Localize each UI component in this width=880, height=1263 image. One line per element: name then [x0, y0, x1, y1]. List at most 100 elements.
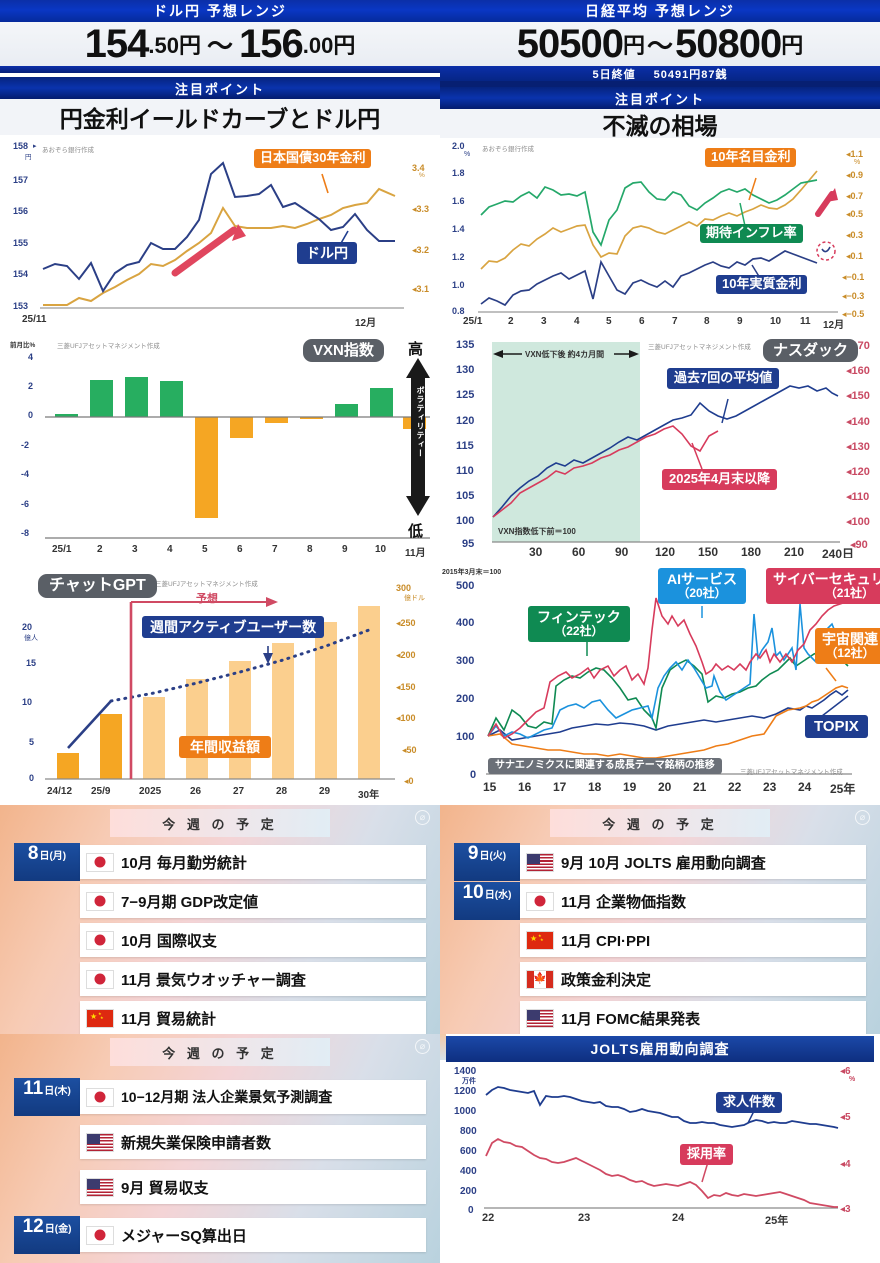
schedule-row[interactable]: 11 日(木) 10−12月期 法人企業景気予測調査: [14, 1078, 426, 1116]
left-range-banner-label: ドル円 予想レンジ: [153, 3, 287, 19]
chart5-source: 三菱UFJアセットマネジメント作成: [648, 344, 751, 351]
chart4-ytick-12: 1.2: [452, 252, 465, 262]
chart4-xtick-11: 12月: [823, 320, 845, 331]
right-range-banner: 日経平均 予想レンジ: [440, 0, 880, 22]
chart5-band-arrow: [493, 348, 639, 360]
chart4-xtick-8: 9: [737, 316, 743, 327]
schedule-row[interactable]: 11月 景気ウオッチャー調査: [14, 960, 426, 998]
chart3-xtick-6: 29: [319, 786, 331, 797]
chart3-y2tick-150: ◂150: [396, 682, 416, 692]
chart6-badge-cyber-count: （21社）: [824, 586, 875, 601]
jolts-ytick-200: 200: [460, 1186, 477, 1197]
chart4-ylabel: %: [464, 151, 471, 158]
chart5-plot: [492, 342, 840, 543]
nikkei-low-main: 50500: [516, 21, 624, 66]
chart6-badge-fintech-label: フィンテック: [537, 609, 621, 625]
chart6-badge-topix-label: TOPIX: [814, 718, 859, 735]
schedule-row-text: 新規失業保険申請者数: [121, 1134, 272, 1152]
schedule-row-body: 9月 貿易収支: [80, 1170, 426, 1204]
chart6-badge-cyber: サイバーセキュリティー （21社）: [766, 568, 880, 604]
chart3-y2tick-250: ◂250: [396, 618, 416, 628]
right-headline-text: 不滅の相場: [602, 113, 718, 139]
chart4-ytick-14: 1.4: [452, 224, 465, 234]
chart1-ytick-158: 158: [13, 141, 29, 151]
chart1-ytick-153: 153: [13, 301, 29, 311]
flag-cn-icon: ★ ★ ★: [86, 1008, 114, 1028]
usdjpy-high-dec: .00円: [302, 33, 356, 58]
chart1-badge-30y-text: 日本国債30年金利: [260, 150, 366, 165]
chart3-ytick-0: 0: [29, 773, 35, 783]
schedule-row[interactable]: 7−9月期 GDP改定値: [14, 882, 426, 920]
jolts-xtick-2: 24: [672, 1212, 685, 1224]
chart6-badge-topix: TOPIX: [805, 715, 868, 739]
flag-cn-icon: ★ ★ ★: [526, 930, 554, 950]
chart3-title-text: チャットGPT: [49, 577, 146, 594]
chart5-xtick-4: 150: [698, 545, 719, 559]
schedule-row[interactable]: ★ ★ ★ 11月 CPI·PPI: [454, 921, 866, 959]
chart2-vol-label: ボラティリティー: [416, 386, 425, 458]
chart3-y2label: 億ドル: [404, 595, 425, 602]
day-chip: [454, 999, 520, 1034]
schedule-row[interactable]: 9月 貿易収支: [14, 1168, 426, 1206]
schedule-row-body: ★ ★ ★ 11月 CPI·PPI: [520, 923, 866, 957]
schedule-row[interactable]: ★ ★ ★ 11月 貿易統計: [14, 999, 426, 1034]
day-suffix: 日(水): [484, 890, 512, 901]
jolts-y2label: %: [849, 1076, 856, 1083]
schedule-row-text: 9月 貿易収支: [121, 1179, 209, 1197]
nikkei-low-unit: 円: [622, 33, 645, 58]
schedule-row[interactable]: 8 日(月) 10月 毎月勤労統計: [14, 843, 426, 881]
schedule-row-text: 11月 CPI·PPI: [561, 932, 651, 950]
day-chip: 12 日(金): [14, 1216, 80, 1254]
chart1-y2tick-34: 3.4: [412, 163, 425, 173]
chart4-y2tick-m05: ◂−0.5: [842, 309, 865, 319]
chart4-badge-breakeven: 期待インフレ率: [700, 224, 803, 243]
jolts-xtick-0: 22: [482, 1212, 495, 1224]
schedule-row-body: 9月 10月 JOLTS 雇用動向調査: [520, 845, 866, 879]
jolts-badge-hiring-rate: 採用率: [680, 1144, 734, 1165]
chart2-ytick-m6: -6: [21, 499, 30, 509]
schedule-row[interactable]: 新規失業保険申請者数: [14, 1123, 426, 1161]
chart3-y2tick-0: ◂0: [404, 776, 414, 786]
jolts-ytick-1200: 1200: [454, 1086, 477, 1097]
flag-jp-icon: [86, 852, 114, 872]
chart4-ytick-10: 1.0: [452, 280, 465, 290]
chart2-vol-low: 低: [408, 523, 424, 540]
schedule-row[interactable]: 11月 FOMC結果発表: [454, 999, 866, 1034]
schedule-title-monday: 今 週 の 予 定: [110, 809, 330, 837]
right-divider-strip: [440, 81, 880, 87]
day-chip: [454, 921, 520, 959]
schedule-row[interactable]: 10 日(水) 11月 企業物価指数: [454, 882, 866, 920]
left-headline: 円金利イールドカーブとドル円: [0, 99, 440, 135]
chart6-badge-space-count: （12社）: [825, 646, 875, 661]
chart3-y2tick-100: ◂100: [396, 713, 416, 723]
chart3-xtick-4: 27: [233, 786, 245, 797]
jolts-xtick-1: 23: [578, 1212, 591, 1224]
chart5-badge-average: 過去7回の平均値: [667, 368, 780, 389]
left-headline-text: 円金利イールドカーブとドル円: [59, 106, 381, 132]
jolts-ytick-1400: 1400: [454, 1066, 477, 1077]
flag-jp-icon: [86, 969, 114, 989]
chart2-xtick-10: 11月: [405, 548, 426, 559]
chart6-badge-ai-label: AIサービス: [667, 571, 737, 587]
chart5-y2tick-150: ◂150: [846, 390, 870, 402]
schedule-row-text: 11月 貿易統計: [121, 1010, 217, 1028]
schedule-row[interactable]: 9 日(火) 9月 10月 JOLTS 雇用動向調査: [454, 843, 866, 881]
schedule-row-body: 11月 FOMC結果発表: [520, 1001, 866, 1034]
chart3-ytick-10: 10: [22, 697, 33, 707]
chart2-xtick-6: 7: [272, 544, 278, 555]
chart4-badge-real-text: 10年実質金利: [722, 276, 802, 291]
schedule-row[interactable]: 🍁 政策金利決定: [454, 960, 866, 998]
chart4-y2tick-m03: ◂−0.3: [842, 291, 865, 301]
schedule-row-body: メジャーSQ算出日: [80, 1218, 426, 1252]
schedule-row[interactable]: 10月 国際収支: [14, 921, 426, 959]
chart6-xtick-8: 23: [763, 780, 777, 794]
day-suffix: 日(木): [44, 1086, 71, 1097]
chart6-ytick-400: 400: [456, 617, 475, 629]
schedule-row-text: 9月 10月 JOLTS 雇用動向調査: [561, 854, 766, 872]
schedule-row[interactable]: 12 日(金) メジャーSQ算出日: [14, 1216, 426, 1254]
left-divider-strip: [0, 66, 440, 73]
chart5-base-note: VXN指数低下前＝100: [498, 527, 576, 536]
chart2-xtick-0: 25/1: [52, 544, 72, 555]
chart5-band-label: VXN低下後 約4カ月間: [525, 350, 605, 359]
